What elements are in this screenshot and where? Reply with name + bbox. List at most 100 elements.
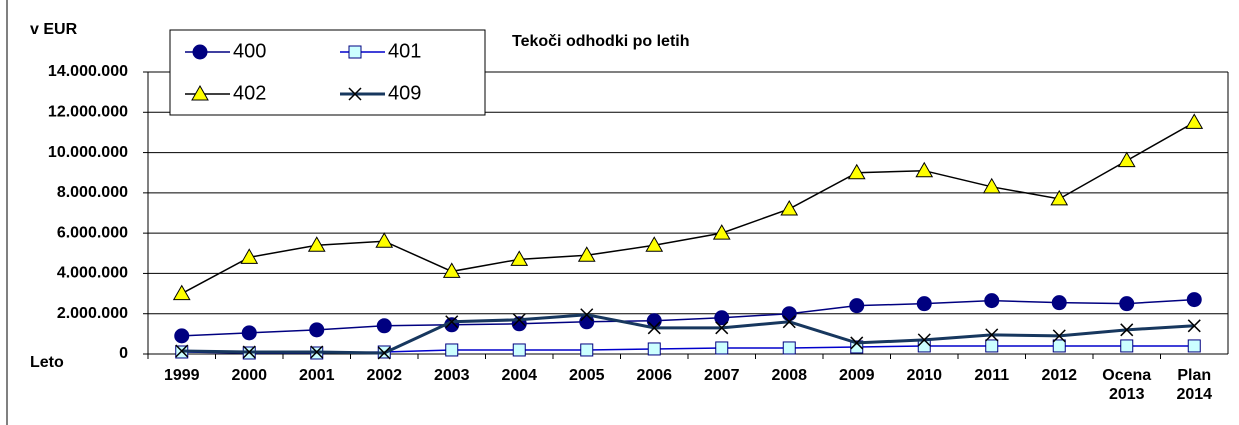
y-tick-label: 2.000.000 (57, 305, 128, 322)
marker (849, 298, 865, 314)
marker-x (715, 321, 729, 335)
y-axis-label: v EUR (30, 21, 78, 38)
marker (1050, 189, 1069, 206)
marker-x (445, 315, 459, 329)
marker (242, 345, 256, 359)
marker (712, 224, 731, 240)
marker (982, 177, 1001, 194)
marker (850, 336, 864, 350)
marker (985, 328, 999, 342)
marker-x (512, 313, 526, 327)
marker (1052, 339, 1066, 353)
marker (309, 322, 325, 338)
marker (917, 333, 931, 347)
marker (1120, 323, 1134, 337)
marker (376, 318, 392, 334)
marker-x (850, 336, 864, 350)
marker (714, 310, 730, 326)
marker (1117, 151, 1136, 168)
marker (1187, 319, 1201, 333)
x-tick-label: 2004 (501, 367, 538, 384)
marker (348, 87, 362, 101)
legend-label: 401 (388, 40, 421, 62)
y-tick-label: 0 (119, 345, 128, 362)
marker-x (175, 344, 189, 358)
marker (782, 341, 796, 355)
marker (1186, 292, 1202, 308)
legend-label: 400 (233, 40, 266, 62)
marker (1119, 296, 1135, 312)
marker (781, 306, 797, 322)
marker (580, 308, 594, 322)
marker (512, 313, 526, 327)
marker (1185, 113, 1204, 129)
marker (1051, 295, 1067, 311)
marker (307, 236, 326, 252)
marker (847, 163, 866, 180)
marker (915, 161, 934, 178)
x-tick-label: 2009 (838, 367, 875, 384)
x-tick-label: 2003 (433, 367, 470, 384)
marker (1120, 339, 1134, 353)
y-tick-label: 12.000.000 (48, 104, 128, 121)
marker (917, 339, 931, 353)
marker (445, 343, 459, 357)
x-tick-label: 2006 (636, 367, 673, 384)
marker (984, 293, 1000, 309)
marker-x (985, 328, 999, 342)
marker-x (917, 333, 931, 347)
marker (191, 84, 209, 101)
marker-x (1052, 329, 1066, 343)
marker-x (647, 321, 661, 335)
marker (172, 284, 191, 301)
x-tick-label: 1999 (163, 367, 200, 384)
y-tick-label: 4.000.000 (57, 265, 128, 282)
marker (580, 343, 594, 357)
marker (647, 321, 661, 335)
marker (782, 315, 796, 329)
marker (510, 250, 529, 266)
marker-x (310, 345, 324, 359)
marker (780, 199, 799, 216)
legend-label: 409 (388, 82, 421, 104)
marker (377, 346, 391, 360)
series-line (181, 121, 1195, 295)
marker (241, 325, 257, 341)
marker (310, 345, 324, 359)
y-tick-label: 8.000.000 (57, 184, 128, 201)
marker (240, 248, 259, 264)
marker (512, 343, 526, 357)
legend-box (169, 29, 486, 116)
marker (645, 236, 664, 252)
x-tick-label: 2002 (366, 367, 403, 384)
series-line (181, 313, 1195, 355)
marker (715, 321, 729, 335)
marker-x (348, 87, 362, 101)
x-tick-label: 2001 (298, 367, 335, 384)
marker (1187, 339, 1201, 353)
marker-x (1120, 323, 1134, 337)
x-tick-label: 2007 (703, 367, 740, 384)
marker (445, 315, 459, 329)
marker (192, 44, 208, 60)
marker (174, 328, 190, 344)
x-axis-label: Leto (30, 354, 64, 371)
marker (348, 45, 362, 59)
marker (442, 262, 461, 278)
x-tick-label: 2005 (568, 367, 605, 384)
marker (916, 296, 932, 312)
marker-x (580, 308, 594, 322)
marker (985, 339, 999, 353)
marker (577, 246, 596, 262)
x-tick-label: 2010 (906, 367, 943, 384)
legend-label: 402 (233, 82, 266, 104)
marker (715, 341, 729, 355)
y-tick-label: 6.000.000 (57, 224, 128, 241)
x-tick-label: 2008 (771, 367, 808, 384)
marker (375, 232, 394, 248)
chart-title: Tekoči odhodki po letih (512, 33, 689, 50)
marker-x (377, 346, 391, 360)
x-tick-label: 2011 (974, 367, 1010, 384)
